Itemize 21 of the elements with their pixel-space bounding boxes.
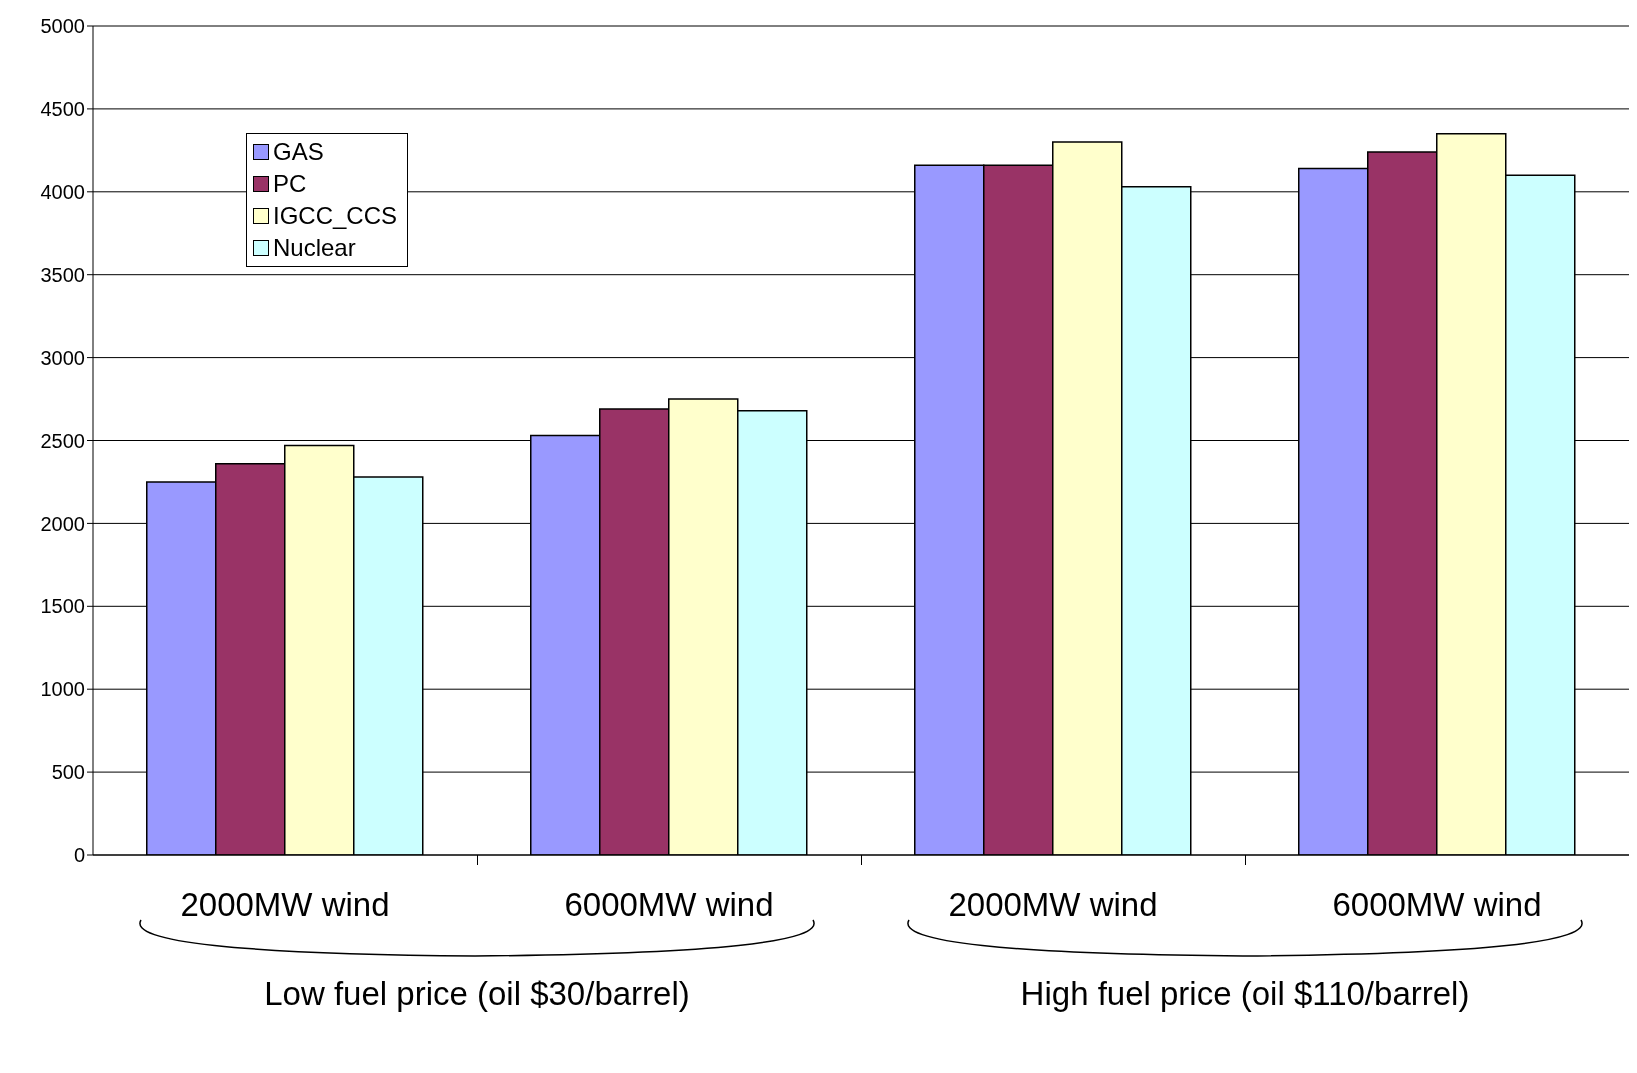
y-tick-label: 4000 <box>40 180 85 203</box>
y-tick-label: 3000 <box>40 346 85 369</box>
text: Low fuel price (oil $30/barrel) <box>263 975 691 1013</box>
y-tick-label: 3500 <box>40 263 85 286</box>
y-tick-label: 2500 <box>40 429 85 452</box>
y-tick-label: 1000 <box>40 678 85 701</box>
legend-label: IGCC_CCS <box>273 201 398 231</box>
x-tick-label: 6000MW wind <box>1332 886 1542 924</box>
y-tick-label: 500 <box>51 761 85 784</box>
x-tick-label: 2000MW wind <box>948 886 1158 924</box>
legend-label: GAS <box>273 137 324 167</box>
x-tick-label: 2000MW wind <box>180 886 390 924</box>
y-tick-label: 5000 <box>40 15 85 38</box>
legend-label: PC <box>273 169 307 199</box>
y-tick-label: 2000 <box>40 512 85 535</box>
y-tick-label: 0 <box>73 844 85 867</box>
y-tick-label: 1500 <box>40 595 85 618</box>
y-tick-label: 4500 <box>40 98 85 120</box>
text: High fuel price (oil $110/barrel) <box>1019 975 1471 1013</box>
x-tick-label: 6000MW wind <box>564 886 774 924</box>
legend-label: Nuclear <box>273 233 356 263</box>
